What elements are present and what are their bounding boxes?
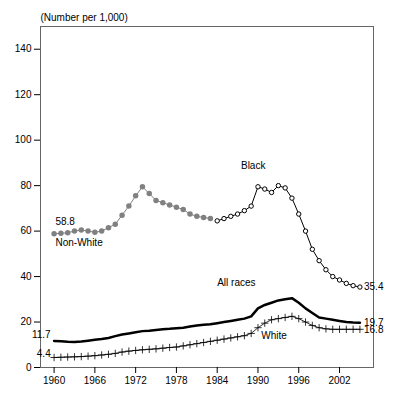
svg-text:19.7: 19.7 bbox=[364, 316, 384, 328]
svg-text:120: 120 bbox=[15, 89, 32, 100]
svg-text:4.4: 4.4 bbox=[37, 348, 51, 359]
svg-text:140: 140 bbox=[15, 43, 32, 54]
svg-text:1972: 1972 bbox=[125, 375, 148, 386]
svg-text:20: 20 bbox=[20, 316, 32, 327]
svg-text:40: 40 bbox=[20, 271, 32, 282]
svg-text:60: 60 bbox=[20, 225, 32, 236]
svg-text:1978: 1978 bbox=[165, 375, 188, 386]
svg-text:White: White bbox=[261, 330, 287, 341]
svg-text:58.8: 58.8 bbox=[55, 216, 75, 227]
svg-text:All races: All races bbox=[217, 277, 255, 288]
svg-text:0: 0 bbox=[26, 362, 32, 373]
svg-text:1966: 1966 bbox=[84, 375, 107, 386]
svg-text:2002: 2002 bbox=[328, 375, 351, 386]
svg-text:1990: 1990 bbox=[247, 375, 270, 386]
svg-text:1996: 1996 bbox=[288, 375, 311, 386]
svg-text:35.4: 35.4 bbox=[364, 281, 384, 292]
svg-text:11.7: 11.7 bbox=[32, 329, 51, 340]
svg-text:(Number per 1,000): (Number per 1,000) bbox=[41, 12, 128, 23]
svg-text:Non-White: Non-White bbox=[55, 237, 103, 248]
svg-text:Black: Black bbox=[241, 160, 266, 171]
svg-text:80: 80 bbox=[20, 180, 32, 191]
svg-text:1960: 1960 bbox=[43, 375, 66, 386]
svg-text:16.8: 16.8 bbox=[364, 324, 384, 335]
svg-text:100: 100 bbox=[15, 134, 32, 145]
svg-text:1984: 1984 bbox=[206, 375, 229, 386]
